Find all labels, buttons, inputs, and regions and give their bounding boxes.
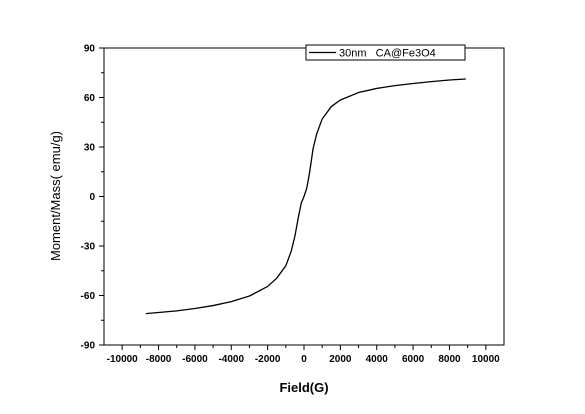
legend-box [305, 44, 466, 61]
legend: 30nm CA@Fe3O4 [305, 44, 466, 61]
x-tick-label: -8000 [146, 354, 172, 365]
y-axis: -90 -60 -30 0 30 60 90 [81, 44, 104, 352]
x-tick-label: 10000 [472, 354, 500, 365]
x-tick-label: -6000 [182, 354, 208, 365]
x-tick-label: 4000 [366, 354, 389, 365]
x-tick-label: -2000 [255, 354, 281, 365]
x-tick-label: 8000 [438, 354, 461, 365]
y-tick-label: 60 [84, 93, 96, 104]
x-axis: -10000 -8000 -6000 -4000 -2000 0 2000 4000 6000 8… [107, 345, 500, 365]
y-tick-label: -90 [81, 341, 96, 352]
y-tick-label: 30 [84, 143, 96, 154]
y-tick-label: -30 [81, 242, 96, 253]
y-tick-label: 90 [84, 44, 96, 55]
x-axis-label: Field(G) [279, 380, 328, 395]
x-tick-label: -4000 [218, 354, 244, 365]
x-tick-label: 6000 [402, 354, 425, 365]
legend-label: 30nm CA@Fe3O4 [339, 48, 436, 60]
y-tick-label: -60 [81, 291, 96, 302]
y-tick-label: 0 [89, 192, 95, 203]
series-line-0 [145, 78, 466, 315]
x-tick-label: 2000 [329, 354, 352, 365]
x-tick-label: 0 [301, 354, 307, 365]
x-tick-label: -10000 [107, 354, 139, 365]
series-group [145, 78, 466, 315]
y-axis-label: Moment/Mass( emu/g) [48, 131, 63, 261]
